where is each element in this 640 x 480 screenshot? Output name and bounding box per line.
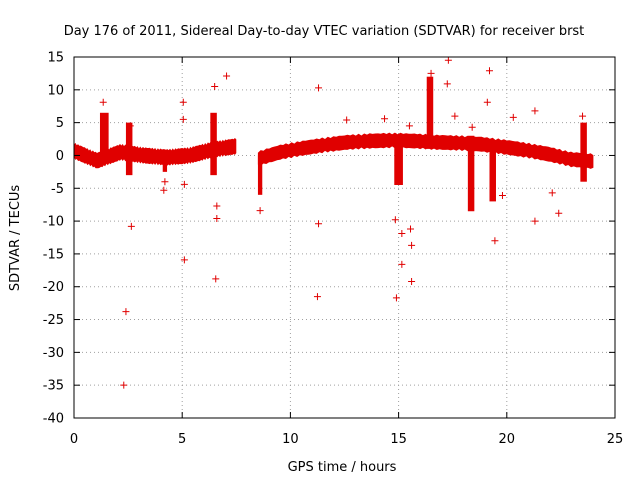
data-point: [483, 98, 491, 106]
y-tick-label: -5: [51, 182, 64, 197]
y-tick-label: -10: [43, 215, 64, 230]
data-point: [531, 107, 539, 115]
data-point: [180, 256, 188, 264]
data-streak: [489, 142, 496, 202]
data-point: [212, 275, 220, 283]
data-point: [531, 217, 539, 225]
plot-frame: [73, 56, 616, 419]
data-point: [451, 112, 459, 120]
x-tick-label: 10: [282, 432, 299, 447]
x-tick-label: 5: [178, 432, 186, 447]
data-streak: [99, 112, 109, 163]
data-point: [443, 80, 451, 88]
data-point: [405, 122, 413, 130]
y-tick-label: 0: [56, 149, 64, 164]
data-streak: [467, 135, 475, 212]
data-point: [579, 112, 587, 120]
grid-lines: [74, 57, 615, 418]
y-tick-label: -15: [43, 247, 64, 262]
data-point: [509, 113, 517, 121]
data-point: [398, 230, 406, 238]
data-point: [99, 98, 107, 106]
data-point: [555, 209, 563, 217]
x-tick-label: 15: [390, 432, 407, 447]
data-streak: [580, 122, 587, 182]
data-point: [392, 294, 400, 302]
x-tick-label: 0: [70, 432, 78, 447]
data-point: [381, 115, 389, 123]
data-point: [444, 56, 452, 64]
data-point: [161, 178, 169, 186]
y-tick-label: -35: [43, 379, 64, 394]
data-point: [315, 220, 323, 228]
data-streak: [125, 122, 133, 176]
data-point: [160, 186, 168, 194]
x-tick-label: 25: [607, 432, 624, 447]
data-streak: [210, 112, 217, 176]
data-point: [485, 67, 493, 75]
data-point: [213, 214, 221, 222]
data-streak: [257, 155, 263, 195]
data-point: [315, 84, 323, 92]
data-point: [127, 222, 135, 230]
data-point: [398, 260, 406, 268]
data-point: [126, 122, 134, 130]
y-tick-label: 15: [47, 51, 64, 66]
chart-title: Day 176 of 2011, Sidereal Day-to-day VTE…: [64, 24, 585, 39]
data-band: [257, 132, 594, 169]
tick-labels: 0 5 10 15 20 25 15 10 5 0 -5 -10 -15 -20 -25 -30 -35 -40: [43, 51, 624, 448]
data-streak: [426, 76, 434, 149]
data-point: [468, 123, 476, 131]
y-tick-label: 10: [47, 83, 64, 98]
y-tick-label: -40: [43, 412, 64, 427]
axis-ticks: [73, 56, 616, 419]
y-tick-label: 5: [56, 116, 64, 131]
x-axis-label: GPS time / hours: [288, 460, 397, 475]
y-tick-label: -20: [43, 280, 64, 295]
data-point: [179, 98, 187, 106]
data-point: [407, 225, 415, 233]
data-band: [74, 138, 237, 169]
data-point: [313, 293, 321, 301]
data-point: [120, 381, 128, 389]
data-point: [343, 116, 351, 124]
data-point: [179, 115, 187, 123]
data-point: [213, 202, 221, 210]
data-point: [408, 277, 416, 285]
data-point: [180, 180, 188, 188]
data-point: [408, 241, 416, 249]
data-point: [122, 308, 130, 316]
y-tick-label: -25: [43, 313, 64, 328]
data-point: [391, 216, 399, 224]
data-point: [491, 237, 499, 245]
data-points: [74, 56, 594, 389]
y-tick-label: -30: [43, 346, 64, 361]
data-point: [548, 189, 556, 197]
data-streak: [394, 139, 403, 185]
data-point: [223, 72, 231, 80]
data-point: [498, 191, 506, 199]
data-streak: [162, 155, 168, 172]
data-point: [427, 69, 435, 77]
data-point: [211, 83, 219, 91]
data-point: [256, 207, 264, 215]
x-tick-label: 20: [499, 432, 516, 447]
y-axis-label: SDTVAR / TECUs: [8, 185, 23, 292]
